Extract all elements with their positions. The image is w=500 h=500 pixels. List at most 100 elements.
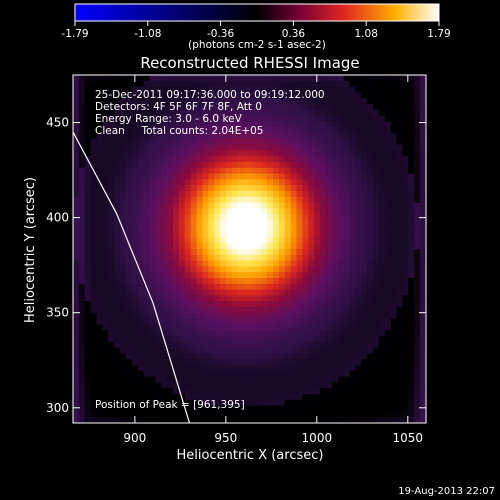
heatmap-cell — [125, 272, 133, 279]
heatmap-cell — [108, 336, 115, 343]
heatmap-cell — [273, 411, 280, 418]
heatmap-cell — [190, 347, 198, 354]
heatmap-cell — [214, 336, 221, 343]
heatmap-cell — [184, 202, 192, 209]
heatmap-cell — [396, 121, 404, 128]
heatmap-cell — [402, 127, 409, 134]
x-tick-label: 1000 — [302, 431, 333, 445]
heatmap-cell — [243, 278, 251, 285]
heatmap-cell — [143, 272, 151, 279]
heatmap-cell — [161, 109, 168, 117]
heatmap-cell — [296, 359, 304, 366]
heatmap-cell — [402, 220, 409, 227]
heatmap-cell — [243, 104, 251, 111]
heatmap-cell — [220, 202, 227, 209]
heatmap-cell — [173, 127, 180, 134]
heatmap-cell — [396, 225, 404, 233]
heatmap-cell — [302, 295, 309, 302]
heatmap-cell — [408, 208, 415, 215]
heatmap-cell — [167, 127, 174, 134]
heatmap-cell — [155, 312, 162, 320]
heatmap-cell — [167, 318, 174, 325]
heatmap-cell — [202, 365, 209, 372]
heatmap-cell — [273, 75, 280, 82]
heatmap-cell — [173, 173, 180, 180]
heatmap-cell — [249, 318, 256, 325]
heatmap-cell — [414, 109, 421, 117]
heatmap-cell — [267, 144, 274, 151]
heatmap-cell — [320, 173, 327, 180]
heatmap-cell — [214, 173, 221, 180]
heatmap-cell — [102, 359, 109, 366]
heatmap-cell — [278, 80, 286, 88]
heatmap-cell — [178, 283, 186, 291]
heatmap-cell — [273, 191, 280, 198]
heatmap-cell — [261, 109, 268, 117]
heatmap-cell — [243, 399, 251, 407]
heatmap-cell — [325, 167, 333, 175]
heatmap-cell — [125, 399, 133, 407]
heatmap-cell — [108, 208, 115, 215]
heatmap-cell — [214, 301, 221, 308]
heatmap-cell — [190, 283, 198, 291]
heatmap-cell — [155, 359, 162, 366]
heatmap-cell — [420, 237, 426, 244]
heatmap-cell — [284, 196, 292, 204]
heatmap-cell — [225, 86, 233, 93]
heatmap-cell — [190, 260, 198, 267]
heatmap-cell — [214, 98, 221, 105]
heatmap-cell — [214, 150, 221, 157]
heatmap-cell — [408, 243, 415, 250]
heatmap-cell — [220, 237, 227, 244]
heatmap-cell — [273, 353, 280, 360]
heatmap-cell — [308, 382, 315, 389]
heatmap-cell — [284, 359, 292, 366]
heatmap-cell — [267, 92, 274, 99]
heatmap-cell — [402, 324, 409, 331]
heatmap-cell — [225, 336, 233, 343]
heatmap-cell — [143, 98, 151, 105]
heatmap-cell — [331, 260, 339, 267]
heatmap-cell — [420, 225, 426, 233]
heatmap-cell — [367, 138, 374, 146]
heatmap-cell — [420, 185, 426, 192]
heatmap-cell — [267, 341, 274, 349]
heatmap-cell — [155, 138, 162, 146]
heatmap-cell — [149, 330, 156, 337]
heatmap-cell — [149, 98, 156, 105]
heatmap-cell — [102, 411, 109, 418]
heatmap-cell — [231, 208, 239, 215]
heatmap-cell — [284, 156, 292, 163]
heatmap-cell — [125, 80, 133, 88]
heatmap-cell — [178, 121, 186, 128]
heatmap-cell — [90, 289, 98, 296]
heatmap-cell — [414, 278, 421, 285]
heatmap-cell — [125, 109, 133, 117]
heatmap-cell — [361, 75, 368, 82]
heatmap-cell — [120, 272, 127, 279]
heatmap-cell — [173, 394, 180, 401]
heatmap-cell — [343, 231, 351, 238]
heatmap-cell — [325, 353, 333, 360]
heatmap-cell — [125, 417, 133, 423]
heatmap-cell — [384, 312, 392, 320]
heatmap-cell — [161, 225, 168, 233]
heatmap-cell — [337, 376, 345, 383]
heatmap-cell — [420, 179, 426, 186]
heatmap-cell — [214, 231, 221, 238]
heatmap-cell — [214, 399, 221, 407]
heatmap-cell — [314, 353, 321, 360]
heatmap-cell — [325, 301, 333, 308]
heatmap-cell — [402, 411, 409, 418]
heatmap-cell — [290, 80, 298, 88]
heatmap-cell — [402, 86, 409, 93]
heatmap-cell — [420, 115, 426, 122]
heatmap-cell — [161, 121, 168, 128]
heatmap-cell — [173, 75, 180, 82]
heatmap-cell — [267, 295, 274, 302]
heatmap-cell — [337, 109, 345, 117]
heatmap-cell — [90, 411, 98, 418]
heatmap-cell — [102, 417, 109, 423]
heatmap-cell — [343, 220, 351, 227]
heatmap-cell — [361, 225, 368, 233]
